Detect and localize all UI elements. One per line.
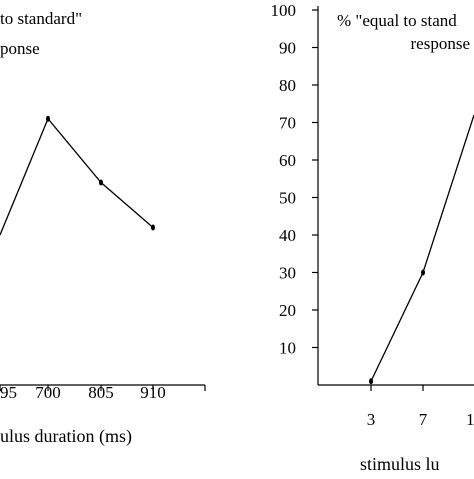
right-y-tick-label: 80 xyxy=(279,76,296,95)
right-y-tick-label: 60 xyxy=(279,151,296,170)
left-data-point xyxy=(151,225,155,231)
left-data-point xyxy=(99,180,103,186)
right-x-tick-label: 1 xyxy=(466,410,474,429)
left-series-line xyxy=(0,119,153,235)
left-x-tick-label: 910 xyxy=(140,383,166,402)
right-y-tick-label: 70 xyxy=(279,114,296,133)
left-x-tick-label: 805 xyxy=(88,383,114,402)
left-x-axis-label: ulus duration (ms) xyxy=(0,426,132,447)
right-panel: % "equal to stand response 10 20 30 40 50 60 7… xyxy=(271,1,474,474)
left-x-ticks: 95 700 805 910 xyxy=(0,383,205,402)
left-series-points xyxy=(46,116,155,231)
right-y-tick-label: 50 xyxy=(279,189,296,208)
right-series-line xyxy=(371,115,474,381)
right-title-line-2: response xyxy=(411,34,470,53)
left-x-tick-label: 700 xyxy=(35,383,61,402)
right-x-axis-label: stimulus lu xyxy=(360,454,440,474)
right-x-ticks: 3 7 1 xyxy=(367,385,474,429)
right-x-tick-label: 3 xyxy=(367,410,376,429)
right-y-tick-label: 90 xyxy=(279,39,296,58)
right-y-tick-label: 20 xyxy=(279,301,296,320)
left-data-point xyxy=(46,116,50,122)
left-series-polyline xyxy=(0,119,153,235)
right-x-tick-label: 7 xyxy=(419,410,428,429)
right-title-line-1: % "equal to stand xyxy=(337,11,457,30)
right-y-tick-label: 40 xyxy=(279,226,296,245)
left-panel: to standard" ponse 95 700 805 910 ulus dura… xyxy=(0,9,205,447)
right-series-polyline xyxy=(371,115,474,381)
left-title-line-1: to standard" xyxy=(0,9,82,28)
right-y-tick-label: 10 xyxy=(279,339,296,358)
left-title-line-2: ponse xyxy=(0,39,40,58)
right-data-point xyxy=(369,378,373,384)
right-y-tick-label: 30 xyxy=(279,264,296,283)
right-data-point xyxy=(421,270,425,276)
right-y-ticks: 10 20 30 40 50 60 70 80 90 100 xyxy=(271,1,319,358)
right-y-tick-label: 100 xyxy=(271,1,297,20)
left-x-tick-label: 95 xyxy=(0,383,17,402)
